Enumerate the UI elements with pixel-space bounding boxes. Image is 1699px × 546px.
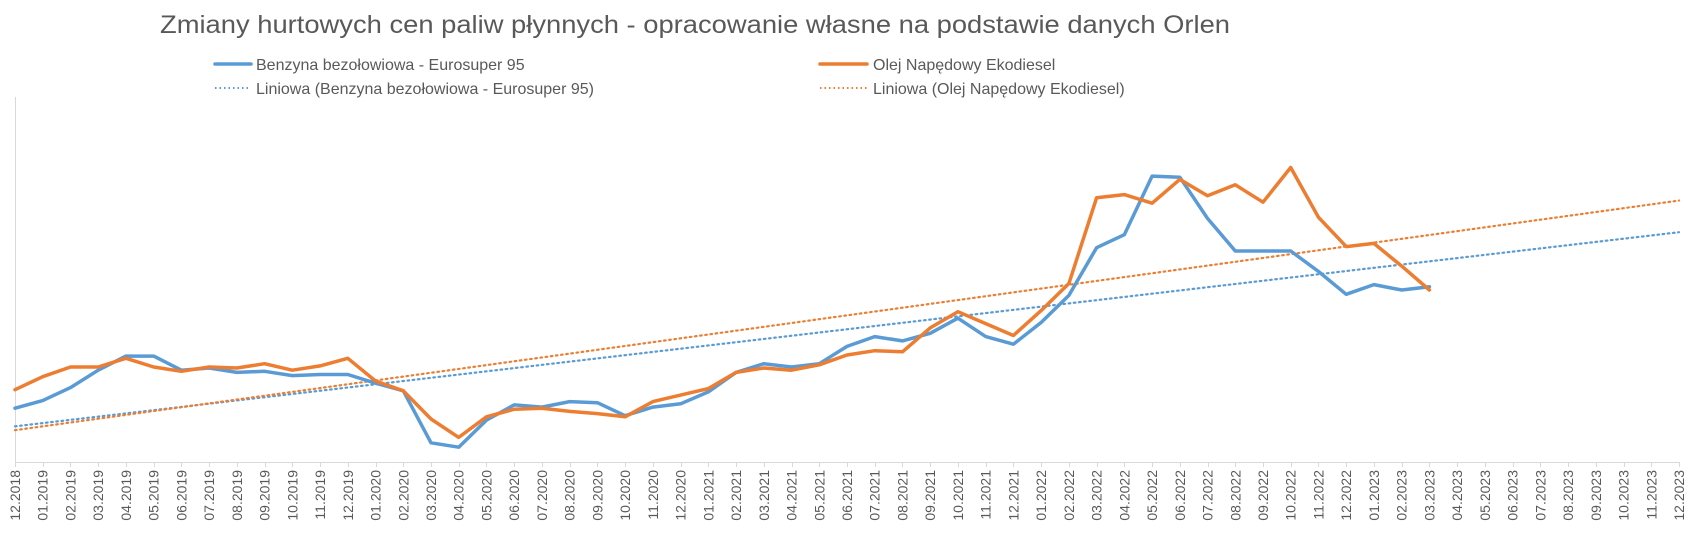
x-tick-label: 05.2019 xyxy=(146,470,162,521)
series-line-1 xyxy=(13,165,1432,440)
x-tick-label: 10.2020 xyxy=(617,470,633,521)
x-tick-label: 03.2023 xyxy=(1421,470,1437,521)
x-tick-label: 11.2022 xyxy=(1310,470,1326,520)
x-tick-label: 08.2023 xyxy=(1560,470,1576,521)
x-tick-label: 01.2019 xyxy=(35,470,51,521)
legend-item-trend-benzyna[interactable]: Liniowa (Benzyna bezołowiowa - Eurosuper… xyxy=(215,81,594,98)
x-tick-label: 12.2018 xyxy=(7,470,23,521)
x-tick-label: 07.2021 xyxy=(867,470,883,521)
x-tick-label: 07.2019 xyxy=(201,470,217,521)
x-tick-label: 12.2023 xyxy=(1671,470,1687,521)
x-tick-label: 09.2020 xyxy=(589,470,605,521)
legend: Benzyna bezołowiowa - Eurosuper 95 Linio… xyxy=(213,57,1125,98)
x-tick-label: 02.2020 xyxy=(395,470,411,521)
x-tick-label: 11.2023 xyxy=(1643,470,1659,520)
x-tick-label: 04.2023 xyxy=(1449,470,1465,521)
legend-item-diesel[interactable]: Olej Napędowy Ekodiesel xyxy=(818,57,1055,74)
x-tick-label: 12.2022 xyxy=(1338,470,1354,521)
x-tick-label: 03.2019 xyxy=(90,470,106,521)
x-tick-label: 02.2022 xyxy=(1061,470,1077,521)
x-tick-label: 07.2022 xyxy=(1200,470,1216,521)
x-tick-label: 04.2022 xyxy=(1116,470,1132,521)
legend-label-diesel: Olej Napędowy Ekodiesel xyxy=(873,57,1055,74)
x-tick-label: 01.2021 xyxy=(700,470,716,521)
x-tick-label: 08.2022 xyxy=(1227,470,1243,521)
legend-label-trend-diesel: Liniowa (Olej Napędowy Ekodiesel) xyxy=(873,81,1125,98)
x-tick-label: 09.2019 xyxy=(257,470,273,521)
x-tick-label: 08.2021 xyxy=(894,470,910,521)
x-tick-label: 09.2022 xyxy=(1255,470,1271,521)
x-tick-label: 06.2021 xyxy=(839,470,855,521)
legend-label-trend-benzyna: Liniowa (Benzyna bezołowiowa - Eurosuper… xyxy=(256,81,594,98)
x-tick-label: 01.2020 xyxy=(368,470,384,521)
x-tick-label: 05.2023 xyxy=(1477,470,1493,521)
x-tick-label: 07.2020 xyxy=(534,470,550,521)
x-tick-label: 05.2021 xyxy=(811,470,827,521)
x-tick-label: 06.2019 xyxy=(173,470,189,521)
x-tick-label: 03.2020 xyxy=(423,470,439,521)
x-tick-label: 09.2023 xyxy=(1588,470,1604,521)
x-tick-label: 11.2019 xyxy=(312,470,328,520)
trendline-0 xyxy=(13,231,1681,428)
x-tick-label: 04.2021 xyxy=(784,470,800,521)
x-tick-label: 07.2023 xyxy=(1532,470,1548,521)
x-tick-label: 06.2022 xyxy=(1172,470,1188,521)
legend-label-benzyna: Benzyna bezołowiowa - Eurosuper 95 xyxy=(256,57,525,74)
x-tick-label: 05.2020 xyxy=(478,470,494,521)
x-tick-label: 02.2023 xyxy=(1394,470,1410,521)
x-tick-label: 12.2021 xyxy=(1005,470,1021,521)
trendline-1 xyxy=(13,199,1681,432)
x-tick-label: 10.2023 xyxy=(1616,470,1632,521)
x-tick-label: 10.2022 xyxy=(1283,470,1299,521)
series-lines xyxy=(13,165,1432,449)
x-axis-tick-labels: 12.2018 01.2019 02.2019 03.2019 04.2019 05.20… xyxy=(7,470,1687,521)
chart-title: Zmiany hurtowych cen paliw płynnych - op… xyxy=(160,11,1230,39)
series-line-0 xyxy=(13,174,1432,449)
legend-item-benzyna[interactable]: Benzyna bezołowiowa - Eurosuper 95 xyxy=(213,57,525,74)
x-tick-label: 06.2020 xyxy=(506,470,522,521)
x-tick-label: 01.2022 xyxy=(1033,470,1049,521)
x-tick-label: 03.2021 xyxy=(756,470,772,521)
x-tick-label: 06.2023 xyxy=(1505,470,1521,521)
x-tick-label: 08.2020 xyxy=(562,470,578,521)
x-axis-ticks xyxy=(15,462,1680,467)
x-tick-label: 12.2019 xyxy=(340,470,356,521)
x-tick-label: 10.2019 xyxy=(284,470,300,521)
legend-item-trend-diesel[interactable]: Liniowa (Olej Napędowy Ekodiesel) xyxy=(820,81,1125,98)
x-tick-label: 10.2021 xyxy=(950,470,966,521)
x-tick-label: 05.2022 xyxy=(1144,470,1160,521)
x-tick-label: 09.2021 xyxy=(922,470,938,521)
x-tick-label: 04.2020 xyxy=(451,470,467,521)
x-tick-label: 03.2022 xyxy=(1089,470,1105,521)
x-tick-label: 08.2019 xyxy=(229,470,245,521)
x-tick-label: 11.2021 xyxy=(978,470,994,520)
x-tick-label: 02.2019 xyxy=(62,470,78,521)
x-tick-label: 12.2020 xyxy=(673,470,689,521)
x-tick-label: 11.2020 xyxy=(645,470,661,520)
trendlines xyxy=(13,199,1681,432)
x-tick-label: 01.2023 xyxy=(1366,470,1382,521)
x-tick-label: 04.2019 xyxy=(118,470,134,521)
x-tick-label: 02.2021 xyxy=(728,470,744,521)
